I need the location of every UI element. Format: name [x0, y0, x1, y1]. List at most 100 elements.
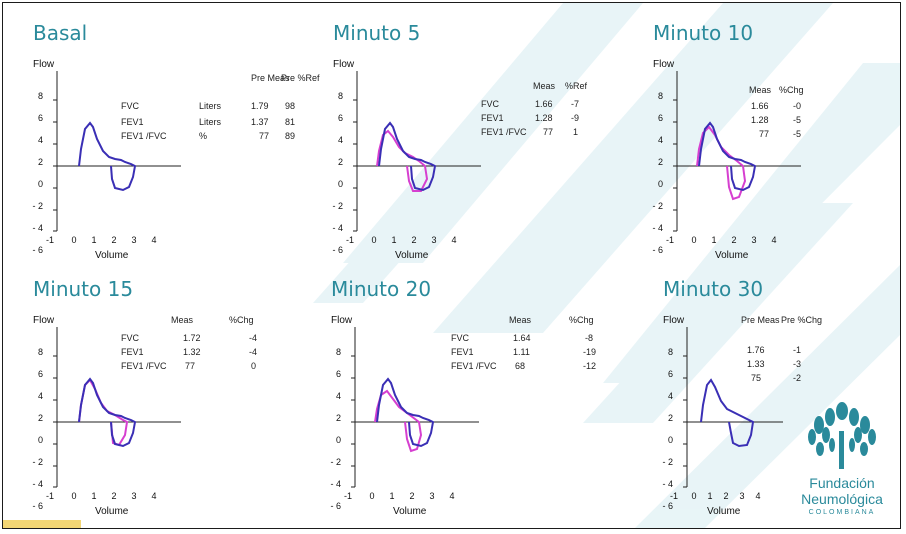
y-tick: - 2: [32, 201, 43, 211]
logo-line-1: Fundación: [809, 475, 875, 491]
row-value: 1.33: [747, 359, 765, 369]
x-tick: 1: [91, 491, 97, 501]
flow-axis-label: Flow: [333, 59, 355, 70]
col-header: %Chg: [569, 315, 594, 325]
x-tick: 0: [691, 491, 697, 501]
y-tick: 2: [657, 157, 663, 167]
y-tick: - 6: [662, 501, 673, 511]
volume-axis-label: Volume: [393, 506, 427, 517]
x-tick: 3: [431, 235, 437, 245]
x-tick: 2: [731, 235, 737, 245]
row-value: 89: [285, 131, 296, 141]
row-label: FEV1 /FVC: [451, 361, 497, 371]
col-header: %Chg: [779, 85, 804, 95]
x-tick: 4: [151, 491, 157, 501]
background-stripes: [313, 3, 900, 528]
row-value: 98: [285, 101, 296, 111]
row-value: 68: [515, 361, 526, 371]
y-tick: 0: [335, 435, 341, 445]
x-tick: -1: [45, 491, 54, 501]
row-label: FEV1: [451, 347, 474, 357]
x-tick: 2: [409, 491, 415, 501]
baseline-loop: [78, 121, 137, 192]
flow-axis-label: Flow: [663, 315, 685, 326]
panel-title: Minuto 5: [333, 21, 421, 45]
y-tick: 6: [37, 369, 43, 379]
row-value: 1.64: [513, 333, 531, 343]
flow-axis-label: Flow: [653, 59, 675, 70]
x-tick: 4: [449, 491, 455, 501]
panel-minuto-10: Minuto 10 Flow 8 6 4 2 0 - 2 - 4 - 6 -1: [652, 21, 900, 266]
col-header: %Chg: [229, 315, 254, 325]
y-tick: 8: [657, 91, 663, 101]
row-label: FVC: [451, 333, 469, 343]
flow-axis-label: Flow: [33, 315, 55, 326]
x-tick: 3: [131, 491, 137, 501]
y-tick: - 6: [330, 501, 341, 511]
y-tick: 6: [335, 369, 341, 379]
row-value: 1.72: [183, 333, 201, 343]
row-value: 1.76: [747, 345, 765, 355]
x-tick: 2: [111, 235, 117, 245]
flow-volume-plot: [53, 71, 181, 232]
row-label: FVC: [121, 333, 139, 343]
y-tick: 4: [335, 391, 341, 401]
tree-icon: [808, 402, 876, 469]
row-value: 1.66: [535, 99, 553, 109]
row-value: -4: [249, 333, 258, 343]
y-tick: - 6: [32, 245, 43, 255]
post-loop: [376, 129, 429, 192]
y-tick: 0: [37, 179, 43, 189]
flow-axis-label: Flow: [33, 59, 55, 70]
row-label: FEV1: [121, 347, 144, 357]
y-tick: - 6: [652, 245, 663, 255]
x-tick: -1: [343, 491, 352, 501]
x-tick: -1: [665, 235, 674, 245]
baseline-loop: [700, 378, 755, 448]
x-tick: 2: [723, 491, 729, 501]
row-value: 1.32: [183, 347, 201, 357]
panel-minuto-20: Minuto 20 Flow 8 6 4 2 0 - 2 - 4 - 6 -1: [330, 277, 621, 522]
y-tick: - 4: [32, 223, 43, 233]
row-value: -1: [793, 345, 802, 355]
panel-basal: Basal Flow 8 6 4 2 0 - 2 - 4 - 6 -1 0: [32, 21, 323, 266]
volume-axis-label: Volume: [715, 250, 749, 261]
row-value: -2: [793, 373, 802, 383]
row-value: -19: [583, 347, 597, 357]
x-tick: -1: [345, 235, 354, 245]
y-tick: - 4: [332, 223, 343, 233]
x-tick: 1: [389, 491, 395, 501]
volume-axis-label: Volume: [707, 506, 741, 517]
x-tick: 0: [71, 235, 77, 245]
row-value: 77: [759, 129, 770, 139]
flow-volume-plot: [53, 327, 181, 488]
panel-minuto-15: Minuto 15 Flow 8 6 4 2 0 - 2 - 4 - 6 -1: [32, 277, 323, 522]
x-tick: 1: [711, 235, 717, 245]
row-value: 77: [185, 361, 196, 371]
y-tick: - 6: [332, 245, 343, 255]
row-value: 0: [251, 361, 257, 371]
x-tick: 1: [707, 491, 713, 501]
y-tick: - 4: [652, 223, 663, 233]
col-header: Pre %Chg: [781, 315, 823, 325]
row-value: -4: [249, 347, 258, 357]
y-tick: 4: [657, 135, 663, 145]
row-label: FVC: [121, 101, 139, 111]
x-tick: 1: [91, 235, 97, 245]
col-header: Meas: [509, 315, 532, 325]
bottom-yellow-tab: [3, 520, 81, 528]
x-tick: 4: [451, 235, 457, 245]
baseline-loop: [378, 121, 437, 192]
row-value: 81: [285, 117, 296, 127]
y-tick: 2: [337, 157, 343, 167]
y-tick: - 2: [330, 457, 341, 467]
panel-minuto-5: Minuto 5 Flow 8 6 4 2 0 - 2 - 4 - 6 -1: [332, 21, 623, 266]
col-header: Meas: [749, 85, 772, 95]
x-tick: 4: [771, 235, 777, 245]
x-tick: 4: [151, 235, 157, 245]
y-tick: 6: [37, 113, 43, 123]
y-tick: 0: [337, 179, 343, 189]
x-tick: 2: [411, 235, 417, 245]
x-tick: 3: [429, 491, 435, 501]
y-tick: 6: [667, 369, 673, 379]
